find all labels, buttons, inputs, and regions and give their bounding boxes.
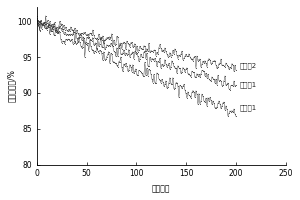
Text: 实施例2: 实施例2	[240, 62, 257, 69]
Text: 实施例1: 实施例1	[240, 81, 257, 88]
Y-axis label: 容量保持率/%: 容量保持率/%	[7, 69, 16, 102]
X-axis label: 循环圈数: 循环圈数	[152, 184, 170, 193]
Text: 对比例1: 对比例1	[240, 104, 257, 111]
